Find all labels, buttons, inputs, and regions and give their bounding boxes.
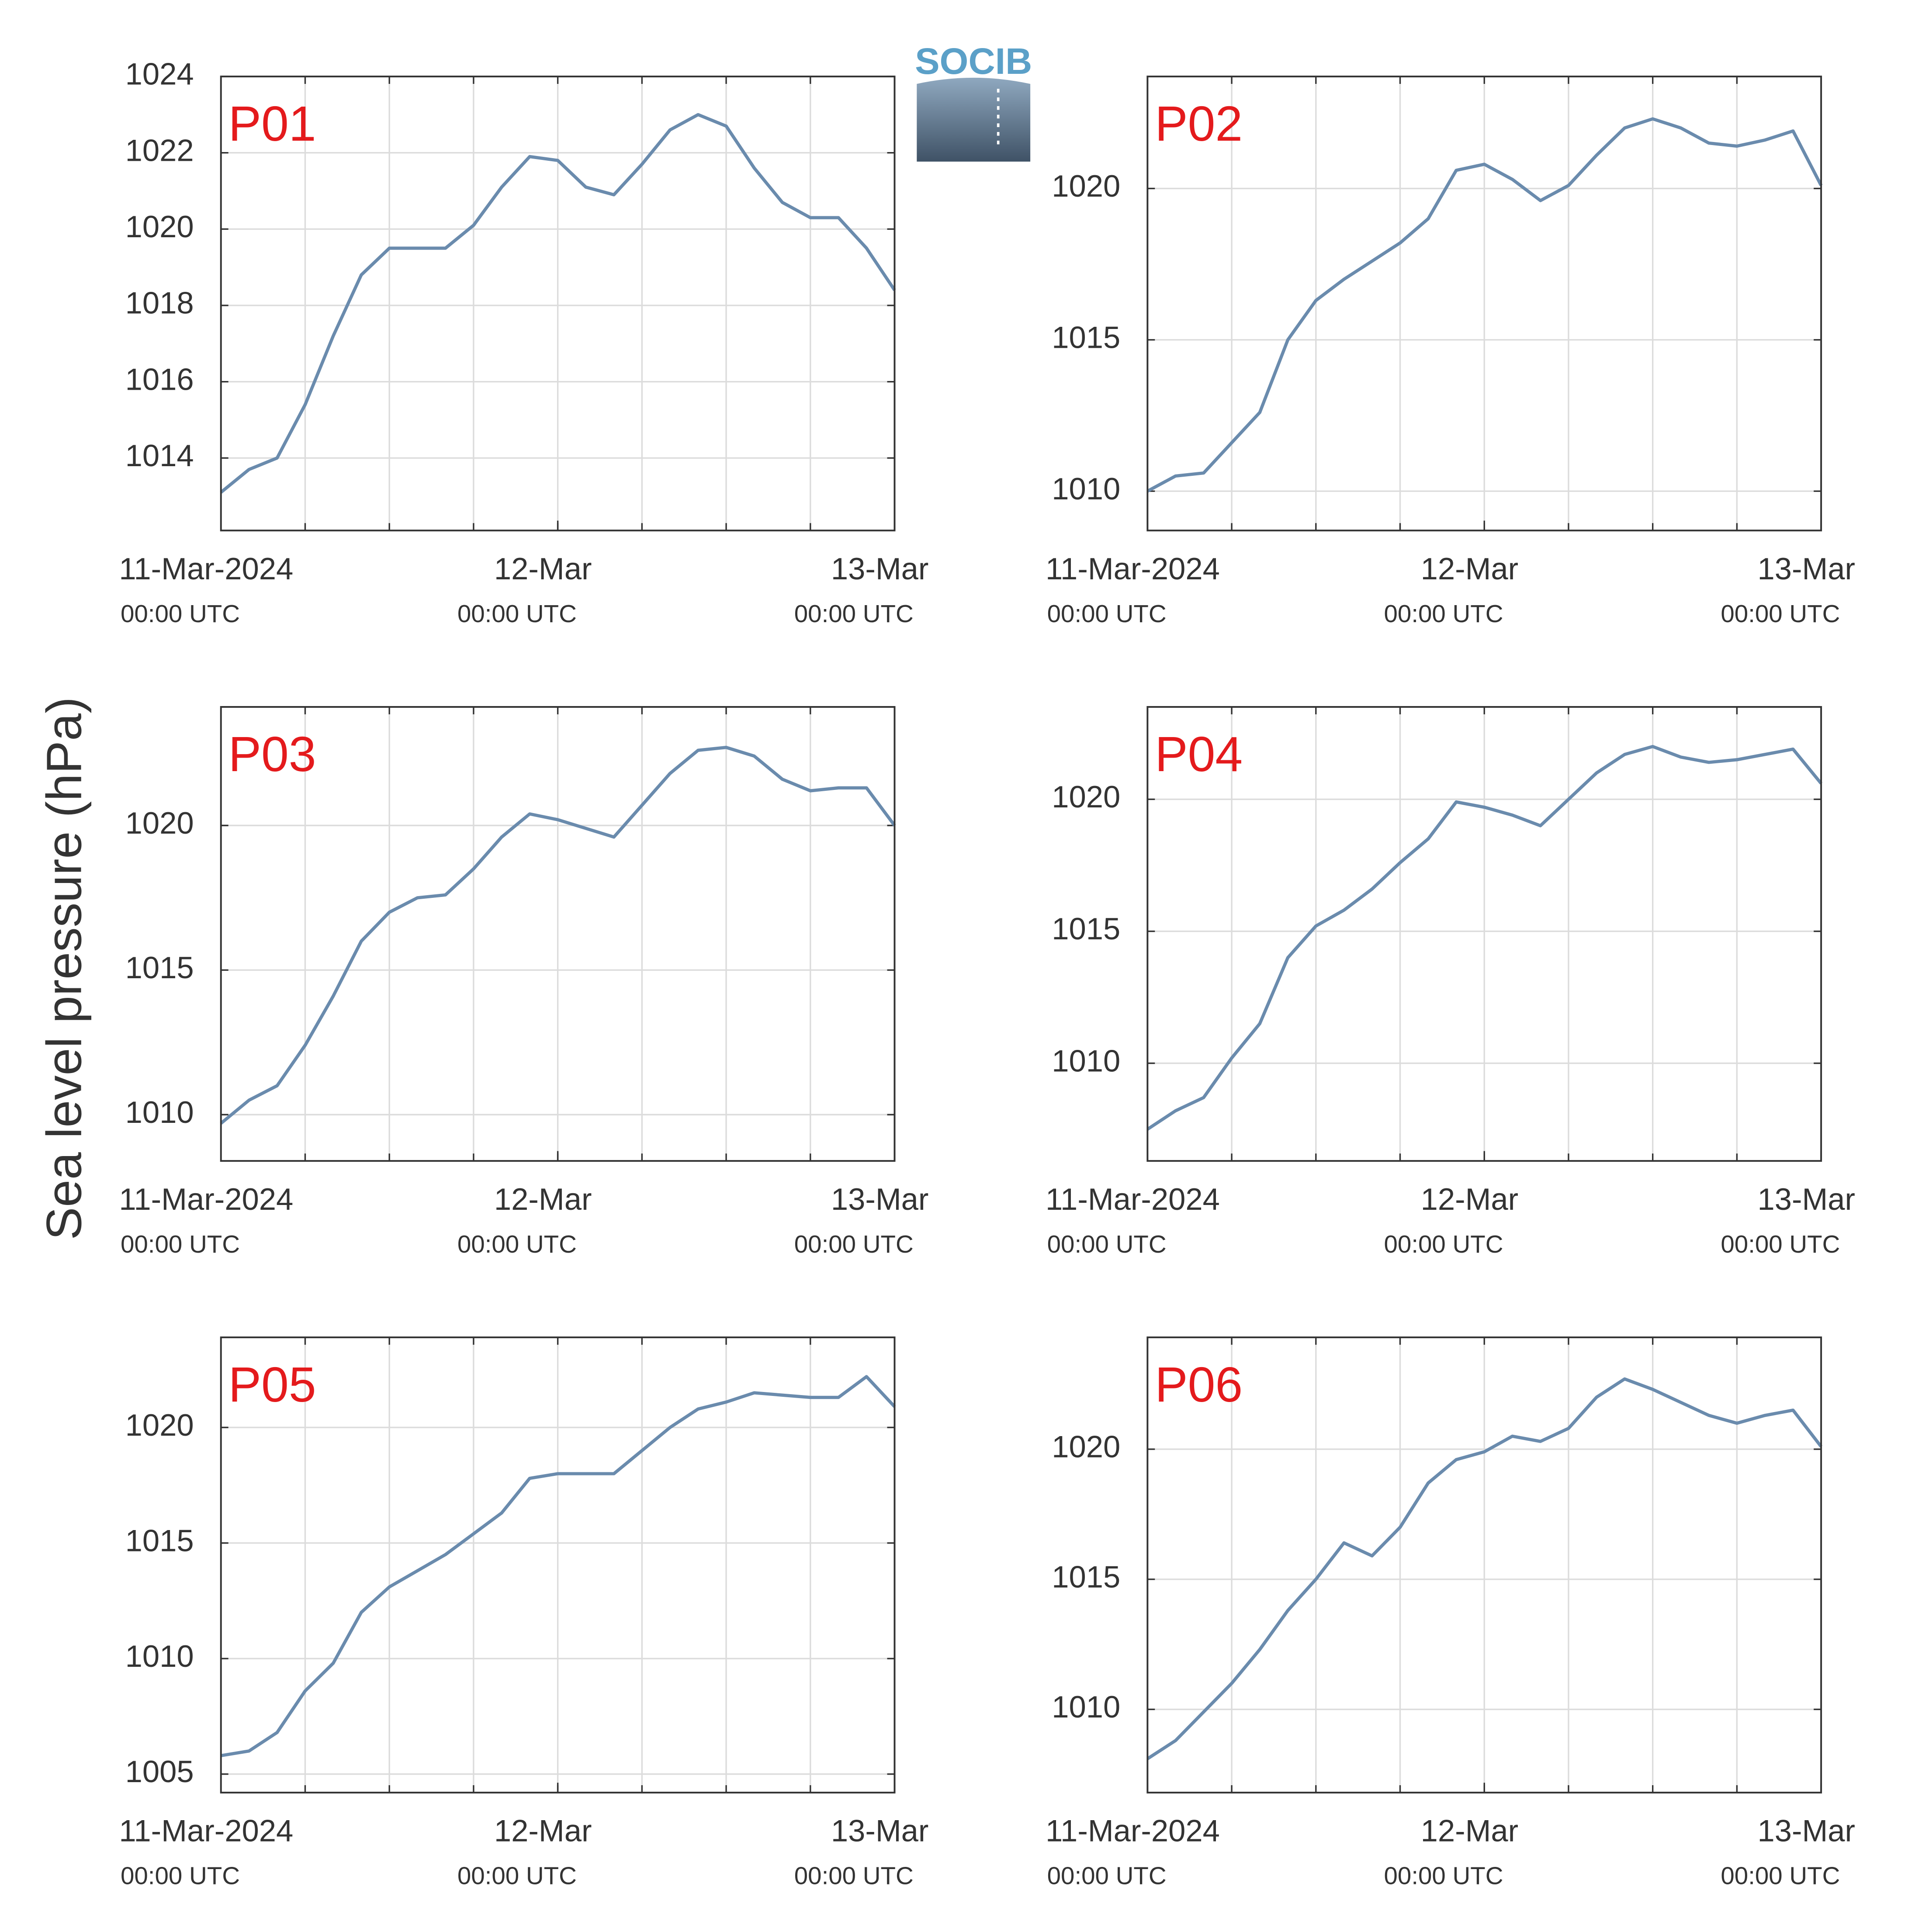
data-line: [220, 113, 896, 494]
axes-box: [1146, 76, 1822, 532]
y-tick-label: 1015: [125, 1523, 194, 1558]
panel-title: P04: [1155, 727, 1243, 782]
axes-box: [220, 1336, 896, 1794]
logo-text: SOCIB: [915, 40, 1032, 82]
x-tick-label: 13-Mar: [831, 1814, 929, 1848]
x-tick-label: 11-Mar-2024: [119, 1182, 293, 1216]
logo-mark: [917, 77, 1031, 162]
x-tick-label: 11-Mar-2024: [1046, 1814, 1220, 1848]
x-tick-label: 11-Mar-2024: [119, 1814, 293, 1848]
x-tick-sublabel: 00:00 UTC: [121, 1862, 240, 1890]
y-tick-label: 1024: [125, 57, 194, 91]
y-tick-label: 1010: [1052, 1043, 1120, 1078]
data-line: [221, 1375, 896, 1757]
x-tick-label: 12-Mar: [494, 1182, 592, 1216]
x-tick-label: 12-Mar: [494, 1814, 592, 1848]
x-tick-label: 13-Mar: [1757, 1182, 1855, 1216]
y-tick-label: 1022: [125, 133, 194, 167]
y-tick-label: 1010: [125, 1095, 194, 1129]
x-tick-label: 13-Mar: [1757, 551, 1855, 586]
y-tick-label: 1020: [125, 1408, 194, 1442]
data-line: [220, 746, 896, 1125]
y-tick-label: 1010: [125, 1639, 194, 1673]
x-tick-sublabel: 00:00 UTC: [1047, 1862, 1167, 1890]
panel-title: P01: [229, 96, 316, 151]
y-tick-label: 1014: [125, 438, 194, 473]
axes-box: [220, 76, 896, 532]
panel: 1005 1010 1015 1020 11-Mar-2024 00:00 UTC 12-M…: [119, 1336, 929, 1890]
x-tick-label: 12-Mar: [494, 551, 592, 586]
y-tick-label: 1020: [1052, 1430, 1120, 1464]
x-tick-sublabel: 00:00 UTC: [1721, 1862, 1840, 1890]
x-tick-label: 11-Mar-2024: [119, 551, 293, 586]
x-tick-label: 12-Mar: [1421, 551, 1519, 586]
panel: 1010 1015 1020 11-Mar-2024 00:00 UTC 12-Mar 00…: [119, 706, 929, 1258]
x-tick-sublabel: 00:00 UTC: [1721, 1230, 1840, 1258]
y-tick-label: 1018: [125, 286, 194, 320]
panel-title: P05: [229, 1357, 316, 1412]
y-tick-label: 1015: [1052, 320, 1120, 354]
x-tick-sublabel: 00:00 UTC: [1047, 600, 1167, 627]
x-tick-sublabel: 00:00 UTC: [794, 1230, 914, 1258]
x-tick-sublabel: 00:00 UTC: [457, 1230, 577, 1258]
x-tick-label: 12-Mar: [1421, 1182, 1519, 1216]
y-tick-label: 1020: [1052, 779, 1120, 814]
y-tick-label: 1010: [1052, 1690, 1120, 1724]
data-line: [1146, 117, 1823, 493]
y-tick-label: 1015: [1052, 911, 1120, 946]
x-tick-label: 13-Mar: [831, 551, 929, 586]
x-tick-label: 13-Mar: [1757, 1814, 1855, 1848]
x-tick-sublabel: 00:00 UTC: [121, 1230, 240, 1258]
axes-box: [1146, 706, 1822, 1162]
panel-title: P03: [229, 727, 316, 782]
x-tick-sublabel: 00:00 UTC: [794, 600, 914, 627]
x-tick-sublabel: 00:00 UTC: [794, 1862, 914, 1890]
x-tick-sublabel: 00:00 UTC: [1384, 1230, 1503, 1258]
x-tick-sublabel: 00:00 UTC: [457, 1862, 577, 1890]
x-tick-label: 13-Mar: [831, 1182, 929, 1216]
x-tick-sublabel: 00:00 UTC: [1384, 1862, 1503, 1890]
x-tick-sublabel: 00:00 UTC: [121, 600, 240, 627]
panel-title: P06: [1155, 1357, 1243, 1412]
x-tick-sublabel: 00:00 UTC: [1721, 600, 1840, 627]
y-tick-label: 1020: [125, 209, 194, 244]
data-line: [1146, 1377, 1823, 1760]
y-tick-label: 1010: [1052, 471, 1120, 506]
y-axis-label: Sea level pressure (hPa): [36, 697, 91, 1240]
y-tick-label: 1015: [125, 950, 194, 985]
panel: 1010 1015 1020 11-Mar-2024 00:00 UTC 12-Mar 00…: [1046, 76, 1855, 627]
y-tick-label: 1015: [1052, 1559, 1120, 1594]
axes-box: [1146, 1336, 1822, 1794]
logo: SOCIB: [915, 40, 1032, 162]
x-tick-label: 11-Mar-2024: [1046, 1182, 1220, 1216]
data-line: [1146, 744, 1822, 1131]
panel: 1014 1016 1018 1020 1022 1024 11-Mar-2024 00:00…: [119, 57, 928, 627]
x-tick-sublabel: 00:00 UTC: [1384, 600, 1503, 627]
panel: 1010 1015 1020 11-Mar-2024 00:00 UTC 12-Mar 00…: [1046, 1336, 1855, 1890]
panel: 1010 1015 1020 11-Mar-2024 00:00 UTC 12-Mar 00…: [1046, 706, 1855, 1258]
x-tick-label: 12-Mar: [1421, 1814, 1519, 1848]
y-tick-label: 1016: [125, 362, 194, 396]
axes-box: [220, 706, 896, 1162]
y-tick-label: 1005: [125, 1754, 194, 1789]
y-tick-label: 1020: [125, 806, 194, 840]
x-tick-label: 11-Mar-2024: [1046, 551, 1220, 586]
y-tick-label: 1020: [1052, 169, 1120, 203]
x-tick-sublabel: 00:00 UTC: [1047, 1230, 1167, 1258]
x-tick-sublabel: 00:00 UTC: [457, 600, 577, 627]
panel-title: P02: [1155, 96, 1243, 151]
